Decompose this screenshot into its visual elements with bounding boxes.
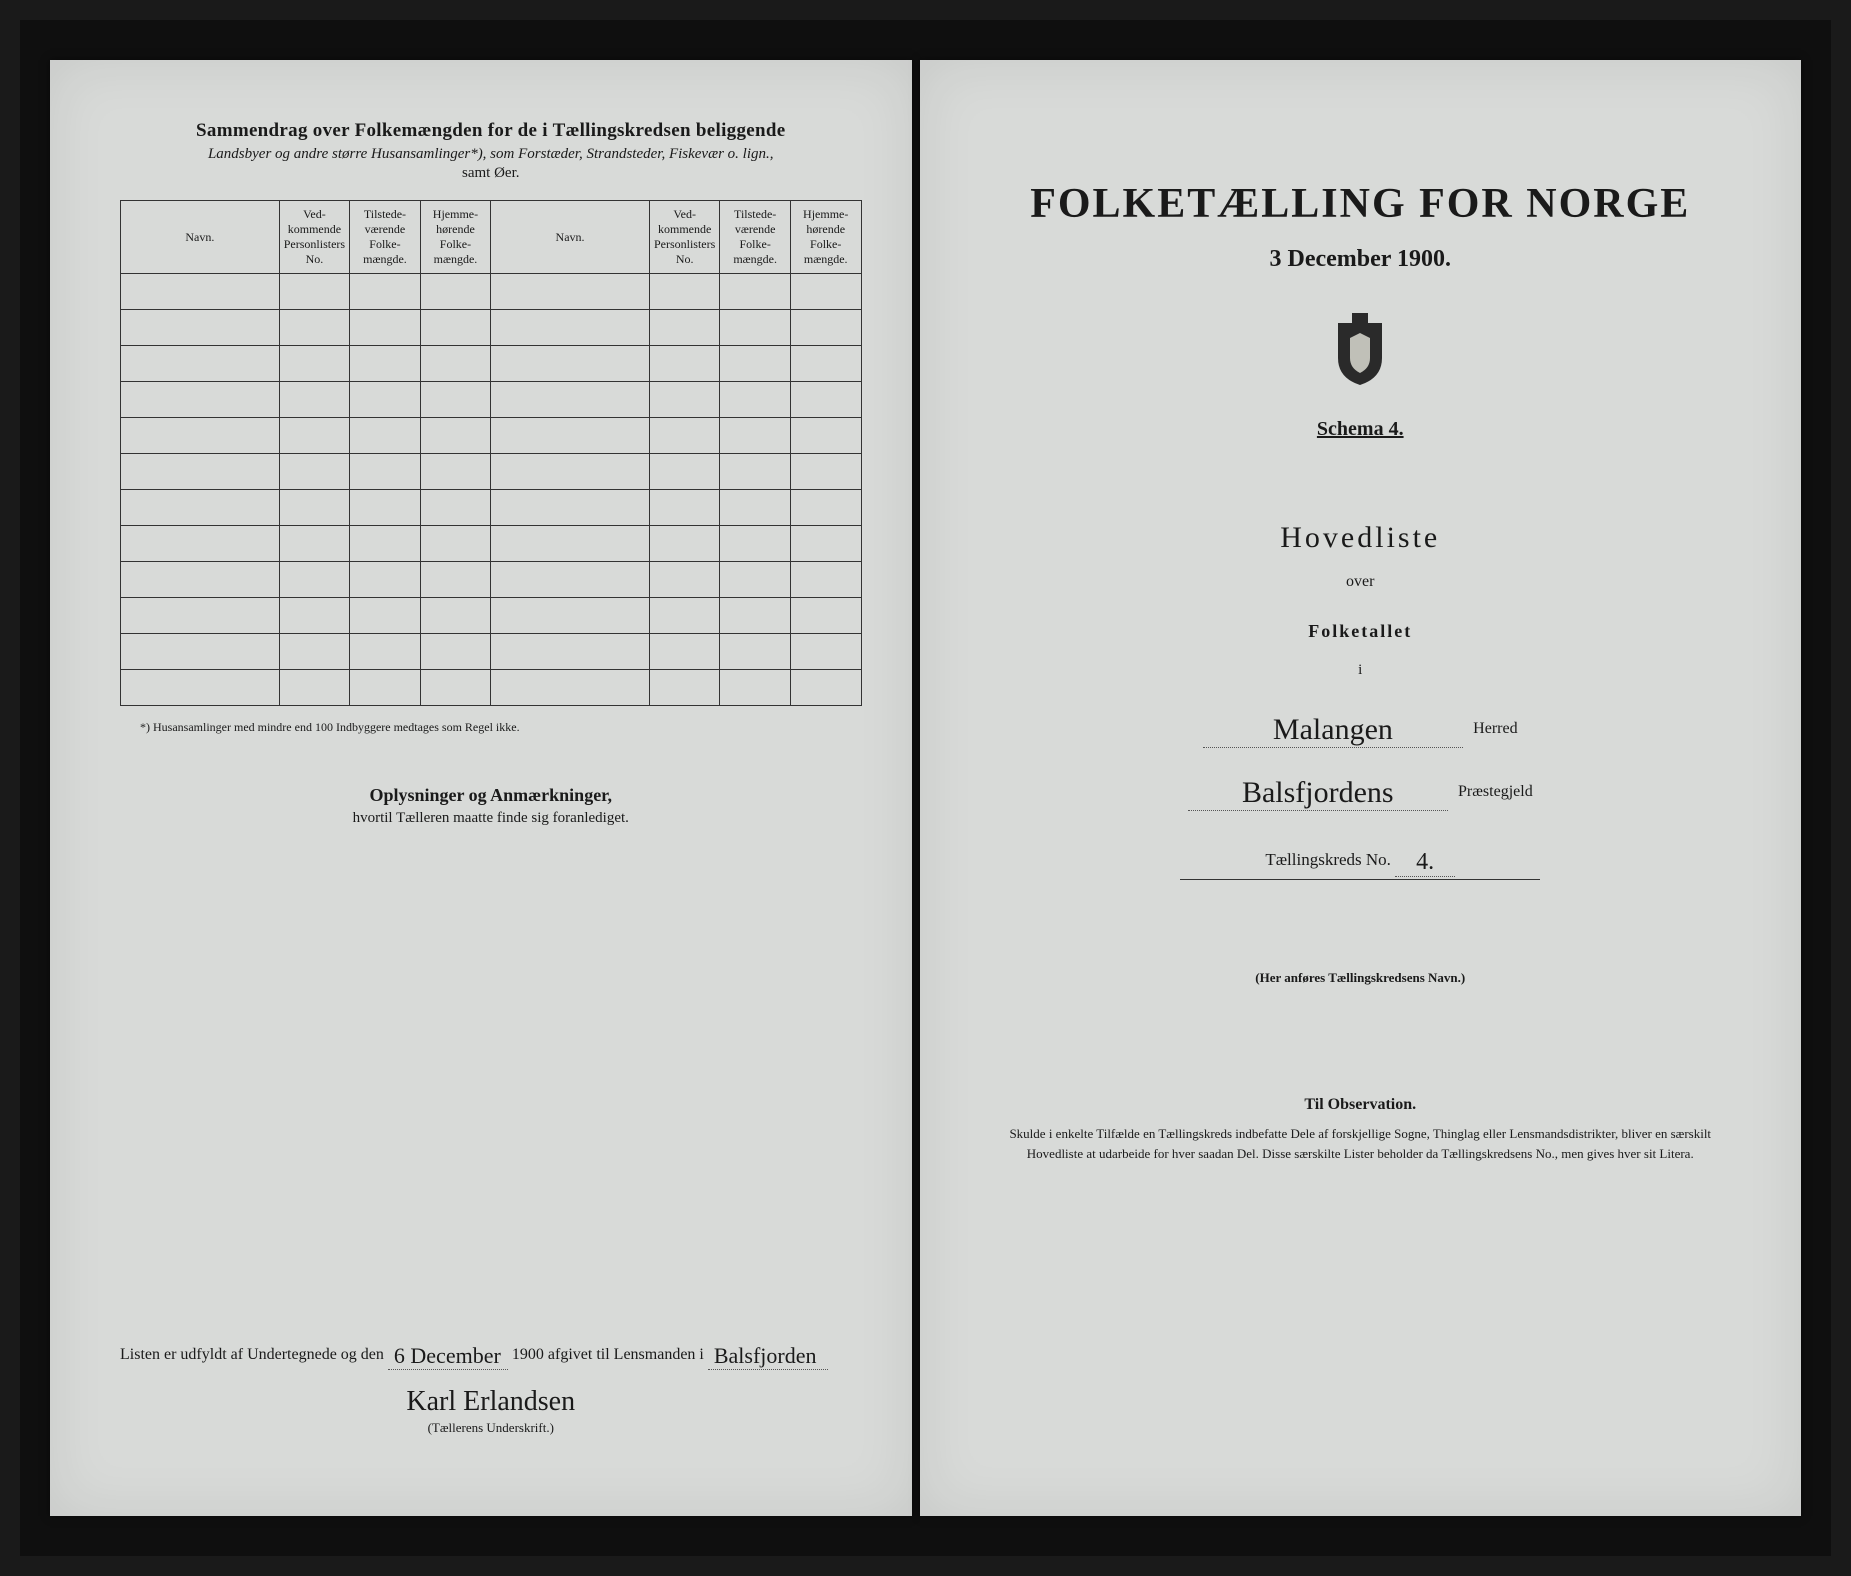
observation-title: Til Observation.: [990, 1096, 1732, 1114]
th-navn-2: Navn.: [491, 201, 650, 274]
th-hjemme-1: Hjemme-hørende Folke-mængde.: [420, 201, 491, 274]
completion-date-handwritten: 6 December: [388, 1343, 508, 1370]
table-row: [121, 526, 862, 562]
table-row: [121, 346, 862, 382]
th-personlister-1: Ved-kommende Personlisters No.: [279, 201, 350, 274]
census-table-body: [121, 274, 862, 706]
summary-subtitle: Landsbyer og andre større Husansamlinger…: [120, 146, 862, 163]
signature-block: Karl Erlandsen (Tællerens Underskrift.): [120, 1386, 862, 1436]
table-row: [121, 454, 862, 490]
table-row: [121, 670, 862, 706]
praestegjeld-suffix: Præstegjeld: [1458, 783, 1533, 800]
praestegjeld-handwritten: Balsfjordens: [1188, 776, 1448, 811]
remarks-header: Oplysninger og Anmærkninger, hvortil Tæl…: [120, 785, 862, 827]
footnote: *) Husansamlinger med mindre end 100 Ind…: [120, 720, 862, 735]
herred-line: Malangen Herred: [990, 707, 1732, 742]
completion-prefix: Listen er udfyldt af Undertegnede og den: [120, 1346, 384, 1363]
folketallet-label: Folketallet: [990, 621, 1732, 642]
table-row: [121, 382, 862, 418]
document-frame: Sammendrag over Folkemængden for de i Tæ…: [20, 20, 1831, 1556]
kreds-no-handwritten: 4.: [1395, 849, 1455, 877]
kreds-label: Tællingskreds No.: [1265, 850, 1391, 869]
table-row: [121, 598, 862, 634]
th-navn-1: Navn.: [121, 201, 280, 274]
summary-title: Sammendrag over Folkemængden for de i Tæ…: [120, 120, 862, 142]
summary-subtitle-2: samt Øer.: [120, 165, 862, 182]
completion-place-handwritten: Balsfjorden: [708, 1343, 828, 1370]
main-title: FOLKETÆLLING FOR NORGE: [990, 180, 1732, 228]
i-label: i: [990, 662, 1732, 679]
table-row: [121, 634, 862, 670]
coat-of-arms-icon: [1330, 313, 1390, 388]
main-date: 3 December 1900.: [990, 246, 1732, 273]
completion-year: 1900: [512, 1346, 544, 1363]
herred-suffix: Herred: [1473, 720, 1517, 737]
completion-line: Listen er udfyldt af Undertegnede og den…: [120, 1339, 862, 1366]
remarks-subtitle: hvortil Tælleren maatte finde sig foranl…: [120, 810, 862, 827]
left-page: Sammendrag over Folkemængden for de i Tæ…: [50, 60, 912, 1516]
signature-caption: (Tællerens Underskrift.): [120, 1420, 862, 1436]
praestegjeld-line: Balsfjordens Præstegjeld: [990, 770, 1732, 805]
table-row: [121, 418, 862, 454]
table-row: [121, 490, 862, 526]
th-tilstede-1: Tilstede-værende Folke-mængde.: [350, 201, 421, 274]
table-row: [121, 562, 862, 598]
kreds-line: Tællingskreds No. 4.: [990, 845, 1732, 873]
schema-label: Schema 4.: [990, 418, 1732, 441]
remarks-title: Oplysninger og Anmærkninger,: [120, 785, 862, 806]
table-row: [121, 274, 862, 310]
right-page: FOLKETÆLLING FOR NORGE 3 December 1900. …: [920, 60, 1802, 1516]
over-label: over: [990, 573, 1732, 591]
signature-handwritten: Karl Erlandsen: [120, 1386, 862, 1418]
table-row: [121, 310, 862, 346]
bottom-block: Listen er udfyldt af Undertegnede og den…: [120, 1339, 862, 1436]
navn-note: (Her anføres Tællingskredsens Navn.): [990, 970, 1732, 986]
herred-handwritten: Malangen: [1203, 713, 1463, 748]
census-table: Navn. Ved-kommende Personlisters No. Til…: [120, 200, 862, 706]
observation-text: Skulde i enkelte Tilfælde en Tællingskre…: [990, 1124, 1732, 1163]
completion-mid: afgivet til Lensmanden i: [548, 1346, 704, 1363]
navn-rule: [1180, 879, 1540, 880]
th-personlister-2: Ved-kommende Personlisters No.: [649, 201, 720, 274]
hovedliste-heading: Hovedliste: [990, 521, 1732, 555]
th-hjemme-2: Hjemme-hørende Folke-mængde.: [790, 201, 861, 274]
th-tilstede-2: Tilstede-værende Folke-mængde.: [720, 201, 791, 274]
summary-header: Sammendrag over Folkemængden for de i Tæ…: [120, 120, 862, 182]
